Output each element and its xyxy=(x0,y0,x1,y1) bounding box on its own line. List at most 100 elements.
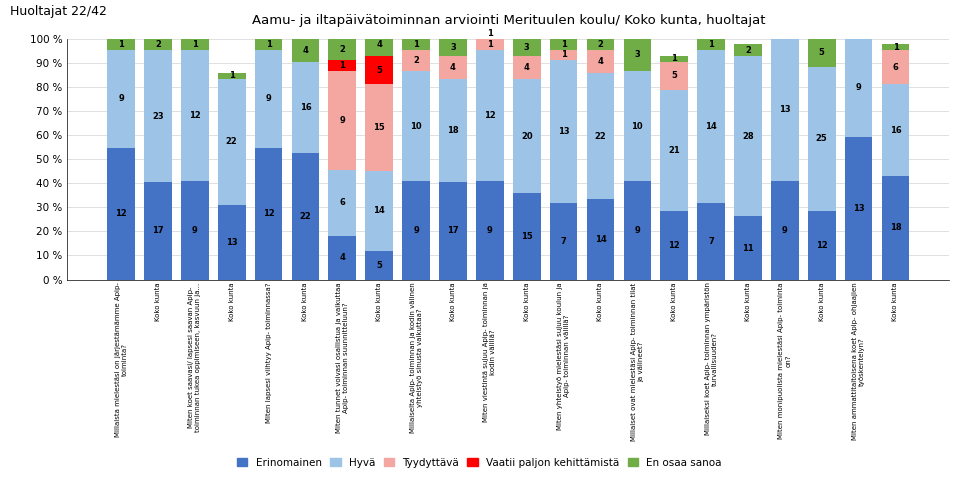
Bar xyxy=(661,90,688,211)
Text: 6: 6 xyxy=(339,199,345,207)
Bar xyxy=(807,39,835,67)
Bar xyxy=(329,236,356,280)
Bar xyxy=(292,62,319,153)
Bar xyxy=(439,39,467,56)
Bar xyxy=(807,67,835,211)
Text: 16: 16 xyxy=(890,126,901,135)
Bar xyxy=(587,50,615,73)
Bar xyxy=(881,176,909,280)
Bar xyxy=(107,148,135,280)
Text: 12: 12 xyxy=(668,241,680,250)
Bar xyxy=(661,62,688,90)
Bar xyxy=(476,181,503,280)
Bar xyxy=(329,170,356,236)
Bar xyxy=(255,39,282,50)
Bar xyxy=(881,84,909,176)
Text: 9: 9 xyxy=(782,226,787,235)
Bar xyxy=(771,181,799,280)
Bar xyxy=(550,39,577,50)
Text: 1: 1 xyxy=(561,51,567,59)
Text: 15: 15 xyxy=(373,123,386,132)
Text: 16: 16 xyxy=(299,103,312,112)
Bar xyxy=(735,44,761,56)
Bar xyxy=(661,211,688,280)
Text: 4: 4 xyxy=(302,45,309,54)
Text: 12: 12 xyxy=(263,209,274,218)
Bar xyxy=(181,181,209,280)
Bar xyxy=(881,50,909,84)
Bar xyxy=(365,171,393,251)
Bar xyxy=(365,33,393,56)
Text: 13: 13 xyxy=(558,127,570,136)
Text: 1: 1 xyxy=(671,54,677,63)
Text: 28: 28 xyxy=(742,132,754,141)
Text: 22: 22 xyxy=(595,132,606,141)
Text: 10: 10 xyxy=(632,121,643,131)
Text: 9: 9 xyxy=(635,226,641,235)
Text: 14: 14 xyxy=(373,206,386,215)
Text: 13: 13 xyxy=(226,238,238,247)
Bar xyxy=(550,50,577,60)
Legend: Erinomainen, Hyvä, Tyydyttävä, Vaatii paljon kehittämistä, En osaa sanoa: Erinomainen, Hyvä, Tyydyttävä, Vaatii pa… xyxy=(233,454,726,472)
Text: 2: 2 xyxy=(155,40,161,49)
Text: 4: 4 xyxy=(450,63,456,72)
Text: 9: 9 xyxy=(266,94,271,103)
Text: 14: 14 xyxy=(705,121,717,131)
Bar xyxy=(144,50,172,182)
Text: 1: 1 xyxy=(893,43,899,52)
Bar xyxy=(329,71,356,170)
Bar xyxy=(365,84,393,171)
Text: 18: 18 xyxy=(447,126,458,135)
Text: 1: 1 xyxy=(487,28,493,38)
Text: 1: 1 xyxy=(339,61,345,70)
Text: 10: 10 xyxy=(410,121,422,131)
Bar xyxy=(661,56,688,62)
Bar xyxy=(144,39,172,50)
Bar xyxy=(402,181,430,280)
Bar xyxy=(807,211,835,280)
Bar xyxy=(402,39,430,50)
Bar xyxy=(623,181,651,280)
Text: 9: 9 xyxy=(118,94,124,103)
Text: 12: 12 xyxy=(115,209,127,218)
Bar xyxy=(107,50,135,148)
Bar xyxy=(735,216,761,280)
Bar xyxy=(513,39,541,56)
Bar xyxy=(587,199,615,280)
Text: 2: 2 xyxy=(745,45,751,54)
Bar xyxy=(255,148,282,280)
Text: 21: 21 xyxy=(668,146,680,155)
Text: 4: 4 xyxy=(524,63,529,72)
Bar xyxy=(476,27,503,39)
Bar xyxy=(365,251,393,280)
Text: 1: 1 xyxy=(487,40,493,49)
Bar xyxy=(476,50,503,181)
Text: 9: 9 xyxy=(339,116,345,125)
Bar xyxy=(623,71,651,181)
Bar xyxy=(881,44,909,50)
Text: 1: 1 xyxy=(118,40,124,49)
Text: 3: 3 xyxy=(524,43,529,52)
Bar xyxy=(697,203,725,280)
Bar xyxy=(439,182,467,280)
Bar xyxy=(623,39,651,71)
Bar xyxy=(181,39,209,50)
Text: 12: 12 xyxy=(484,111,496,120)
Text: 6: 6 xyxy=(893,63,899,72)
Bar xyxy=(513,193,541,280)
Bar xyxy=(550,60,577,203)
Bar xyxy=(697,50,725,203)
Text: 7: 7 xyxy=(561,237,567,246)
Text: 23: 23 xyxy=(152,111,164,120)
Text: 4: 4 xyxy=(339,253,345,262)
Text: 5: 5 xyxy=(671,71,677,80)
Bar xyxy=(329,39,356,60)
Bar xyxy=(365,56,393,84)
Text: 22: 22 xyxy=(225,137,238,147)
Text: 20: 20 xyxy=(521,132,532,141)
Text: 18: 18 xyxy=(890,224,901,232)
Text: 9: 9 xyxy=(855,83,861,93)
Text: 7: 7 xyxy=(708,237,713,246)
Text: 5: 5 xyxy=(819,48,825,57)
Text: 22: 22 xyxy=(299,212,312,221)
